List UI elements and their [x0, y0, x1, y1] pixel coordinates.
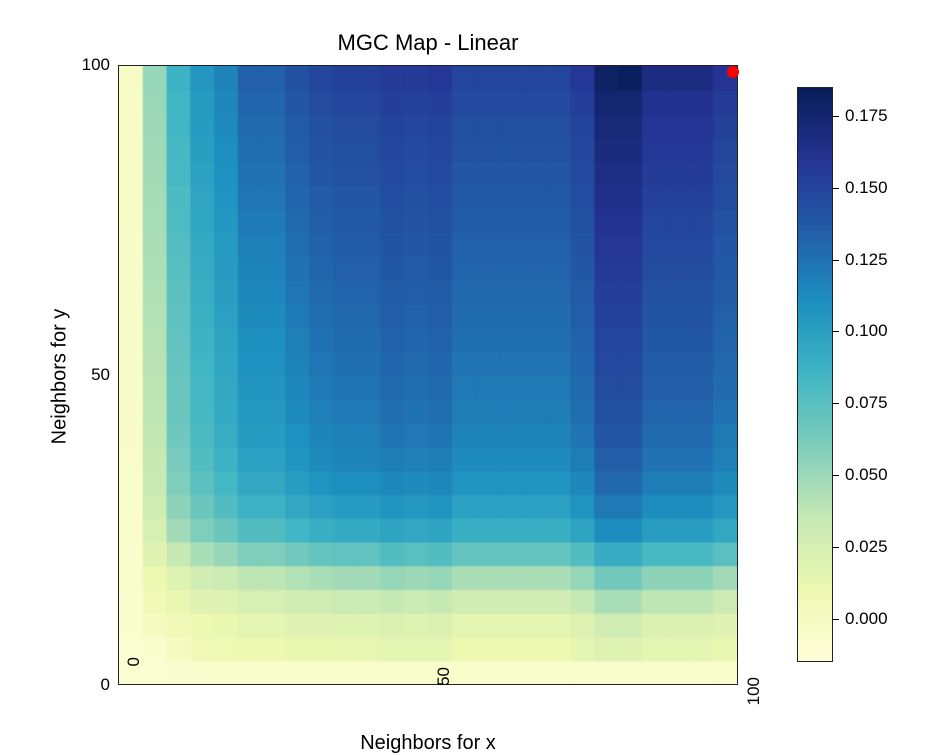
chart-title: MGC Map - Linear — [118, 30, 738, 56]
colorbar-tick-line — [833, 188, 839, 189]
colorbar-tick-label: 0.025 — [845, 537, 888, 557]
colorbar-tick-label: 0.050 — [845, 465, 888, 485]
optimal-scale-marker — [727, 66, 739, 78]
x-tick-label: 50 — [434, 667, 454, 717]
colorbar-tick-label: 0.150 — [845, 178, 888, 198]
colorbar-tick-label: 0.075 — [845, 393, 888, 413]
colorbar-tick-line — [833, 547, 839, 548]
colorbar-tick-label: 0.100 — [845, 321, 888, 341]
colorbar-canvas — [798, 88, 832, 661]
colorbar-tick-label: 0.125 — [845, 250, 888, 270]
heatmap-area — [118, 65, 738, 685]
colorbar-tick-line — [833, 116, 839, 117]
colorbar-tick-line — [833, 619, 839, 620]
x-tick-label: 100 — [744, 677, 764, 727]
colorbar-tick-label: 0.000 — [845, 609, 888, 629]
chart-container: MGC Map - Linear 0 50 100 0 50 100 Neigh… — [0, 0, 944, 750]
y-axis-label: Neighbors for y — [49, 302, 72, 452]
colorbar-tick-line — [833, 260, 839, 261]
colorbar-tick-label: 0.175 — [845, 106, 888, 126]
heatmap-canvas — [119, 66, 737, 684]
y-tick-label: 0 — [68, 675, 110, 695]
y-tick-label: 100 — [68, 55, 110, 75]
x-axis-label: Neighbors for x — [118, 732, 738, 755]
x-tick-label: 0 — [124, 657, 144, 707]
colorbar-tick-line — [833, 403, 839, 404]
colorbar-tick-line — [833, 331, 839, 332]
colorbar-tick-line — [833, 475, 839, 476]
y-tick-label: 50 — [68, 365, 110, 385]
colorbar-area — [797, 87, 833, 662]
